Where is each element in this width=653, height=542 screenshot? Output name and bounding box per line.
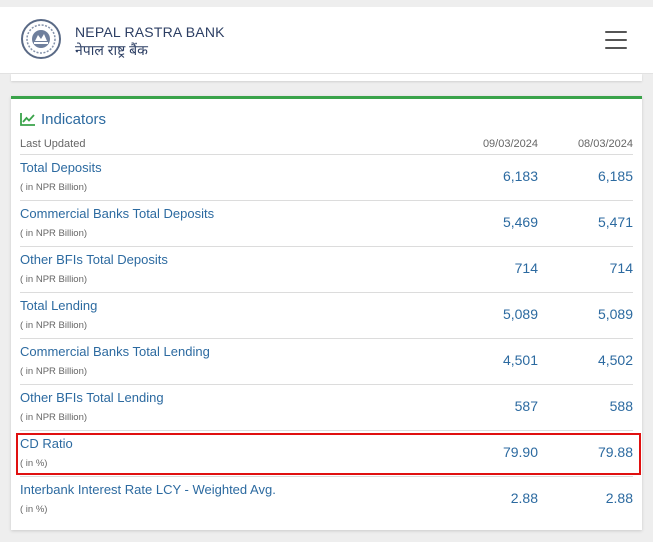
indicator-name[interactable]: Other BFIs Total Deposits — [20, 252, 168, 267]
table-row: Other BFIs Total Deposits ( in NPR Billi… — [20, 247, 633, 293]
bank-name-nepali[interactable]: नेपाल राष्ट्र बैंक — [75, 42, 148, 58]
indicator-unit: ( in %) — [20, 504, 48, 515]
indicator-value-1: 587 — [514, 398, 538, 414]
indicators-card: Indicators Last Updated 09/03/2024 08/03… — [11, 96, 642, 530]
line-chart-icon — [20, 113, 35, 126]
indicator-unit: ( in NPR Billion) — [20, 320, 88, 331]
previous-card-bottom — [11, 74, 642, 81]
menu-bar — [605, 31, 627, 33]
indicator-value-1: 5,089 — [502, 306, 538, 322]
indicator-name[interactable]: Interbank Interest Rate LCY - Weighted A… — [20, 482, 276, 497]
hamburger-menu-icon[interactable] — [605, 31, 627, 49]
table-header: Last Updated 09/03/2024 08/03/2024 — [20, 131, 633, 155]
table-row: Commercial Banks Total Lending ( in NPR … — [20, 339, 633, 385]
table-row: Total Lending ( in NPR Billion) 5,089 5,… — [20, 293, 633, 339]
indicator-name[interactable]: Other BFIs Total Lending — [20, 390, 164, 405]
table-row: Other BFIs Total Lending ( in NPR Billio… — [20, 385, 633, 431]
indicator-value-1: 714 — [514, 260, 538, 276]
indicator-value-2: 714 — [609, 260, 633, 276]
indicators-table: Total Deposits ( in NPR Billion) 6,183 6… — [20, 155, 633, 523]
indicator-unit: ( in NPR Billion) — [20, 274, 88, 285]
indicator-value-1: 79.90 — [502, 444, 538, 460]
menu-bar — [605, 47, 627, 49]
indicator-name[interactable]: Total Deposits — [20, 160, 102, 175]
indicator-value-2: 4,502 — [597, 352, 633, 368]
table-row: Commercial Banks Total Deposits ( in NPR… — [20, 201, 633, 247]
date-column-2: 08/03/2024 — [577, 138, 633, 150]
site-header: NEPAL RASTRA BANK नेपाल राष्ट्र बैंक — [0, 7, 653, 74]
indicator-unit: ( in NPR Billion) — [20, 412, 88, 423]
indicator-value-2: 6,185 — [597, 168, 633, 184]
bank-seal-icon[interactable] — [21, 19, 61, 59]
indicator-value-2: 588 — [609, 398, 633, 414]
indicators-title: Indicators — [41, 110, 107, 128]
table-row: Interbank Interest Rate LCY - Weighted A… — [20, 477, 633, 523]
indicator-name[interactable]: Total Lending — [20, 298, 98, 313]
indicator-unit: ( in NPR Billion) — [20, 366, 88, 377]
indicator-value-2: 5,471 — [597, 214, 633, 230]
indicator-value-1: 2.88 — [510, 490, 538, 506]
indicator-value-1: 6,183 — [502, 168, 538, 184]
menu-bar — [605, 39, 627, 41]
indicators-header: Indicators — [20, 108, 106, 130]
last-updated-label: Last Updated — [20, 138, 86, 150]
indicator-value-2: 79.88 — [597, 444, 633, 460]
indicator-unit: ( in NPR Billion) — [20, 228, 88, 239]
indicator-unit: ( in %) — [20, 458, 48, 469]
date-column-1: 09/03/2024 — [482, 138, 538, 150]
indicator-value-1: 4,501 — [502, 352, 538, 368]
indicator-value-1: 5,469 — [502, 214, 538, 230]
table-row-cd-ratio: CD Ratio ( in %) 79.90 79.88 — [20, 431, 633, 477]
bank-name-english[interactable]: NEPAL RASTRA BANK — [75, 24, 225, 40]
table-row: Total Deposits ( in NPR Billion) 6,183 6… — [20, 155, 633, 201]
indicator-name[interactable]: Commercial Banks Total Deposits — [20, 206, 215, 221]
indicator-value-2: 2.88 — [605, 490, 633, 506]
indicator-value-2: 5,089 — [597, 306, 633, 322]
indicator-name[interactable]: CD Ratio — [20, 436, 73, 451]
indicator-name[interactable]: Commercial Banks Total Lending — [20, 344, 210, 359]
indicator-unit: ( in NPR Billion) — [20, 182, 88, 193]
